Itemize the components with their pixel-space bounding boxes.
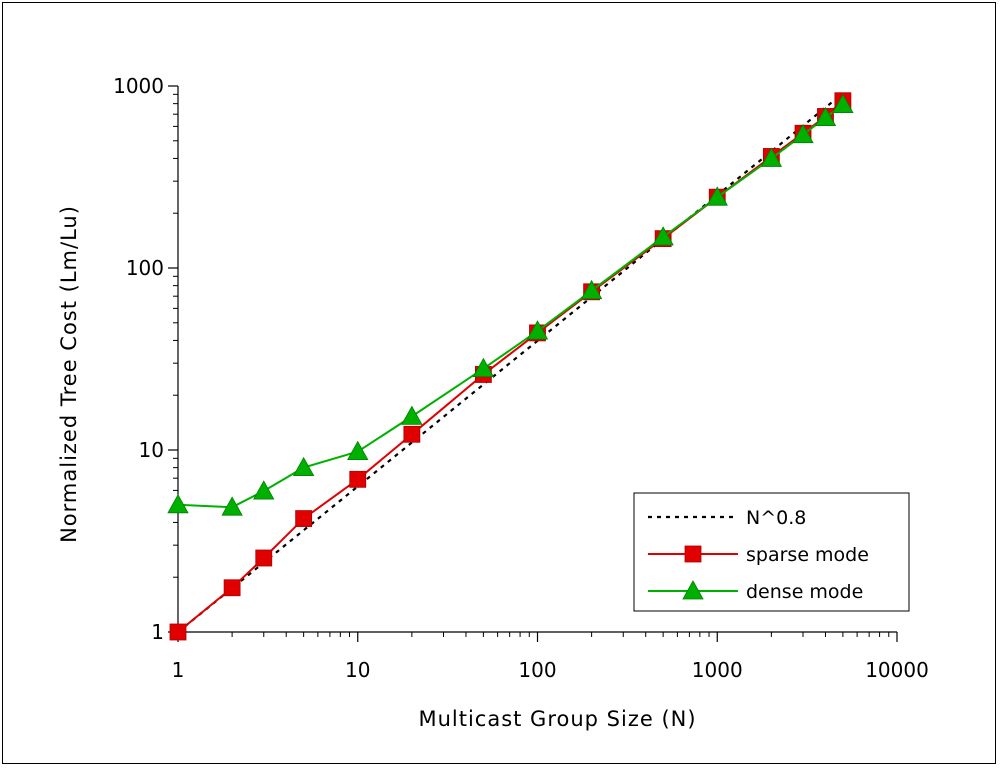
data-point bbox=[652, 226, 674, 246]
plot-series bbox=[167, 92, 854, 641]
x-tick-label: 1 bbox=[172, 658, 185, 682]
data-point bbox=[167, 493, 189, 514]
data-point bbox=[580, 279, 603, 300]
data-point bbox=[223, 579, 241, 597]
data-point bbox=[792, 123, 814, 144]
data-point bbox=[295, 510, 313, 527]
data-point bbox=[706, 186, 728, 206]
y-tick-label: 1 bbox=[151, 620, 164, 644]
x-tick-label: 1000 bbox=[692, 658, 743, 682]
data-point bbox=[760, 147, 783, 167]
x-axis-title: Multicast Group Size (N) bbox=[418, 707, 696, 731]
data-point bbox=[472, 357, 495, 378]
data-point bbox=[349, 470, 367, 488]
x-tick-label: 10 bbox=[345, 658, 370, 682]
data-point bbox=[292, 456, 315, 477]
legend-label: N^0.8 bbox=[746, 507, 806, 529]
data-point bbox=[169, 623, 187, 641]
data-point bbox=[253, 480, 275, 500]
data-point bbox=[403, 425, 421, 443]
legend-marker bbox=[682, 580, 704, 600]
axes: 1 10 100 1000 1 10 100 1000 10000 bbox=[113, 74, 929, 682]
x-ticks: 1 10 100 1000 10000 bbox=[172, 632, 929, 682]
y-axis-title: Normalized Tree Cost (Lm/Lu) bbox=[57, 205, 81, 543]
y-ticks: 1 10 100 1000 bbox=[113, 74, 178, 644]
legend-label: dense mode bbox=[746, 581, 863, 603]
data-point bbox=[221, 496, 243, 516]
x-tick-label: 100 bbox=[518, 658, 556, 682]
data-point bbox=[526, 320, 549, 340]
legend-entry: dense mode bbox=[648, 580, 863, 603]
y-tick-label: 1000 bbox=[113, 74, 164, 98]
data-point bbox=[255, 549, 273, 567]
y-tick-label: 10 bbox=[139, 438, 164, 462]
data-point bbox=[401, 405, 423, 425]
legend-label: sparse mode bbox=[746, 544, 869, 566]
y-tick-label: 100 bbox=[126, 256, 164, 280]
legend-marker bbox=[684, 545, 702, 563]
legend-entry: N^0.8 bbox=[648, 507, 806, 529]
legend: N^0.8 sparse mode dense mode bbox=[633, 492, 910, 612]
series-2 bbox=[167, 93, 854, 516]
x-tick-label: 10000 bbox=[865, 658, 929, 682]
data-point bbox=[814, 106, 837, 127]
data-point bbox=[832, 93, 854, 114]
legend-entry: sparse mode bbox=[648, 544, 869, 566]
series-line bbox=[177, 103, 844, 509]
data-point bbox=[347, 440, 369, 460]
